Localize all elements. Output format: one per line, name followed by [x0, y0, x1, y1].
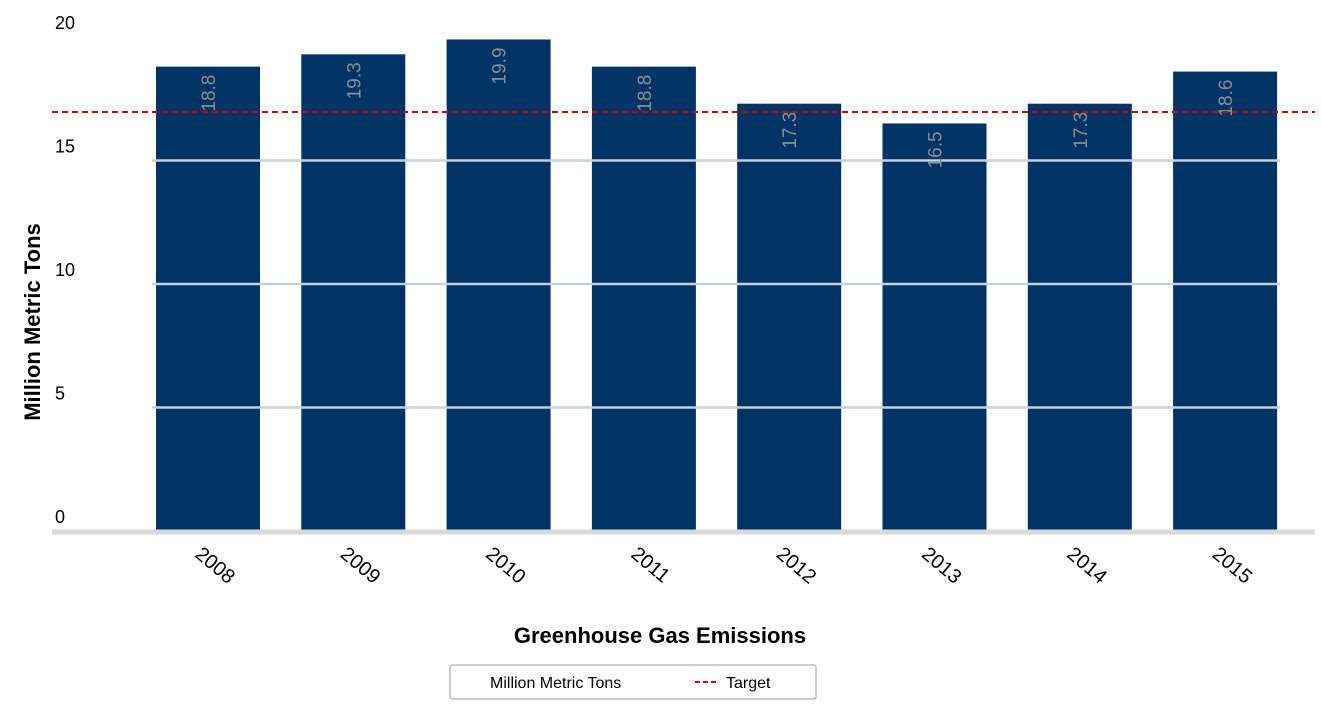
bar [737, 103, 842, 531]
x-tick-label: 2014 [1063, 543, 1111, 588]
bar [591, 66, 696, 531]
legend-entry-million-metric-tons: Million Metric Tons [490, 675, 621, 692]
y-tick-label: 5 [55, 384, 65, 404]
bar-value-label: 16.5 [926, 131, 947, 168]
legend-entry-target: Target [726, 675, 771, 692]
bar-value-label: 18.8 [635, 75, 656, 112]
x-tick-label: 2015 [1208, 543, 1256, 588]
x-axis-ticks: 2008 2009 2010 2011 2012 2013 2014 2015 [191, 543, 1256, 588]
x-tick-label: 2008 [191, 543, 239, 588]
bar-value-label: 19.3 [344, 62, 365, 99]
legend-box [449, 664, 817, 700]
bar [301, 54, 406, 531]
bar [156, 66, 260, 531]
x-tick-label: 2011 [627, 543, 674, 588]
gridlines [152, 159, 1280, 409]
legend: Million Metric Tons Target [449, 664, 817, 700]
y-tick-label: 10 [55, 260, 75, 280]
y-tick-label: 0 [55, 507, 65, 527]
y-axis-ticks: 0 5 10 15 20 [55, 13, 75, 527]
x-tick-label: 2012 [772, 543, 820, 588]
bar [1027, 103, 1132, 531]
bars [156, 39, 1278, 531]
x-axis-title: Greenhouse Gas Emissions [514, 623, 806, 648]
bar [882, 123, 987, 531]
bar-value-label: 18.8 [199, 75, 220, 112]
bar-value-labels: 18.8 19.3 19.9 18.8 17.3 16.5 17.3 18.6 [199, 47, 1237, 168]
x-tick-label: 2009 [336, 543, 384, 588]
bar [1173, 71, 1278, 531]
y-axis-title: Million Metric Tons [20, 223, 45, 421]
bar-value-label: 17.3 [780, 112, 801, 149]
x-tick-label: 2010 [481, 543, 529, 588]
x-tick-label: 2013 [917, 543, 965, 588]
bar-value-label: 17.3 [1071, 112, 1092, 149]
bar-value-label: 19.9 [490, 47, 511, 84]
y-tick-label: 20 [55, 13, 75, 33]
y-tick-label: 15 [55, 137, 75, 157]
bar-value-label: 18.6 [1216, 80, 1237, 117]
